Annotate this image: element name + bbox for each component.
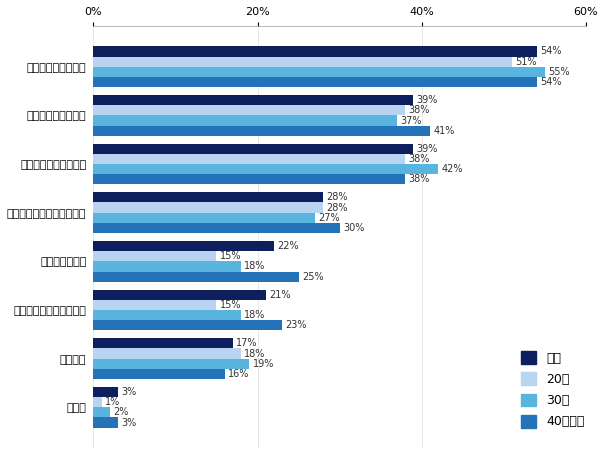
Bar <box>93 338 233 349</box>
Bar <box>93 164 438 174</box>
Text: 23%: 23% <box>286 320 307 330</box>
Text: 30%: 30% <box>343 223 364 233</box>
Text: 55%: 55% <box>548 67 570 77</box>
Bar <box>93 192 323 202</box>
Text: 18%: 18% <box>244 262 266 272</box>
Bar <box>93 154 405 164</box>
Bar <box>93 105 405 116</box>
Text: 15%: 15% <box>220 300 241 310</box>
Bar <box>93 241 274 251</box>
Bar <box>93 46 537 56</box>
Bar <box>93 407 110 417</box>
Text: 1%: 1% <box>105 397 120 407</box>
Text: 38%: 38% <box>408 105 430 115</box>
Text: 54%: 54% <box>540 77 561 87</box>
Bar <box>93 261 241 272</box>
Text: 2%: 2% <box>113 407 128 417</box>
Text: 22%: 22% <box>277 241 299 251</box>
Bar <box>93 272 298 282</box>
Bar <box>93 369 224 379</box>
Bar <box>93 56 512 67</box>
Bar <box>93 77 537 87</box>
Text: 17%: 17% <box>236 339 258 349</box>
Text: 27%: 27% <box>318 213 340 223</box>
Bar <box>93 144 413 154</box>
Text: 38%: 38% <box>408 174 430 184</box>
Text: 15%: 15% <box>220 251 241 261</box>
Text: 28%: 28% <box>327 192 348 202</box>
Text: 39%: 39% <box>417 144 438 154</box>
Text: 19%: 19% <box>252 359 274 369</box>
Text: 16%: 16% <box>228 369 249 379</box>
Text: 3%: 3% <box>121 418 137 428</box>
Bar <box>93 116 397 126</box>
Bar <box>93 67 544 77</box>
Text: 28%: 28% <box>327 202 348 212</box>
Text: 18%: 18% <box>244 310 266 320</box>
Text: 41%: 41% <box>433 126 454 136</box>
Text: 38%: 38% <box>408 154 430 164</box>
Text: 42%: 42% <box>441 164 463 174</box>
Bar <box>93 359 249 369</box>
Bar <box>93 202 323 212</box>
Bar <box>93 387 118 397</box>
Text: 54%: 54% <box>540 46 561 56</box>
Text: 51%: 51% <box>515 57 537 67</box>
Bar <box>93 397 102 407</box>
Bar <box>93 310 241 320</box>
Text: 18%: 18% <box>244 349 266 359</box>
Bar <box>93 289 266 300</box>
Bar <box>93 251 217 261</box>
Bar <box>93 320 282 330</box>
Bar <box>93 349 241 359</box>
Bar <box>93 95 413 105</box>
Bar <box>93 300 217 310</box>
Text: 25%: 25% <box>302 272 324 282</box>
Bar <box>93 126 430 136</box>
Text: 3%: 3% <box>121 387 137 397</box>
Bar <box>93 417 118 428</box>
Legend: 全体, 20代, 30代, 40代以上: 全体, 20代, 30代, 40代以上 <box>516 346 589 433</box>
Text: 37%: 37% <box>401 116 422 126</box>
Text: 21%: 21% <box>269 290 290 300</box>
Bar <box>93 223 339 233</box>
Bar <box>93 174 405 184</box>
Text: 39%: 39% <box>417 95 438 105</box>
Bar <box>93 212 315 223</box>
